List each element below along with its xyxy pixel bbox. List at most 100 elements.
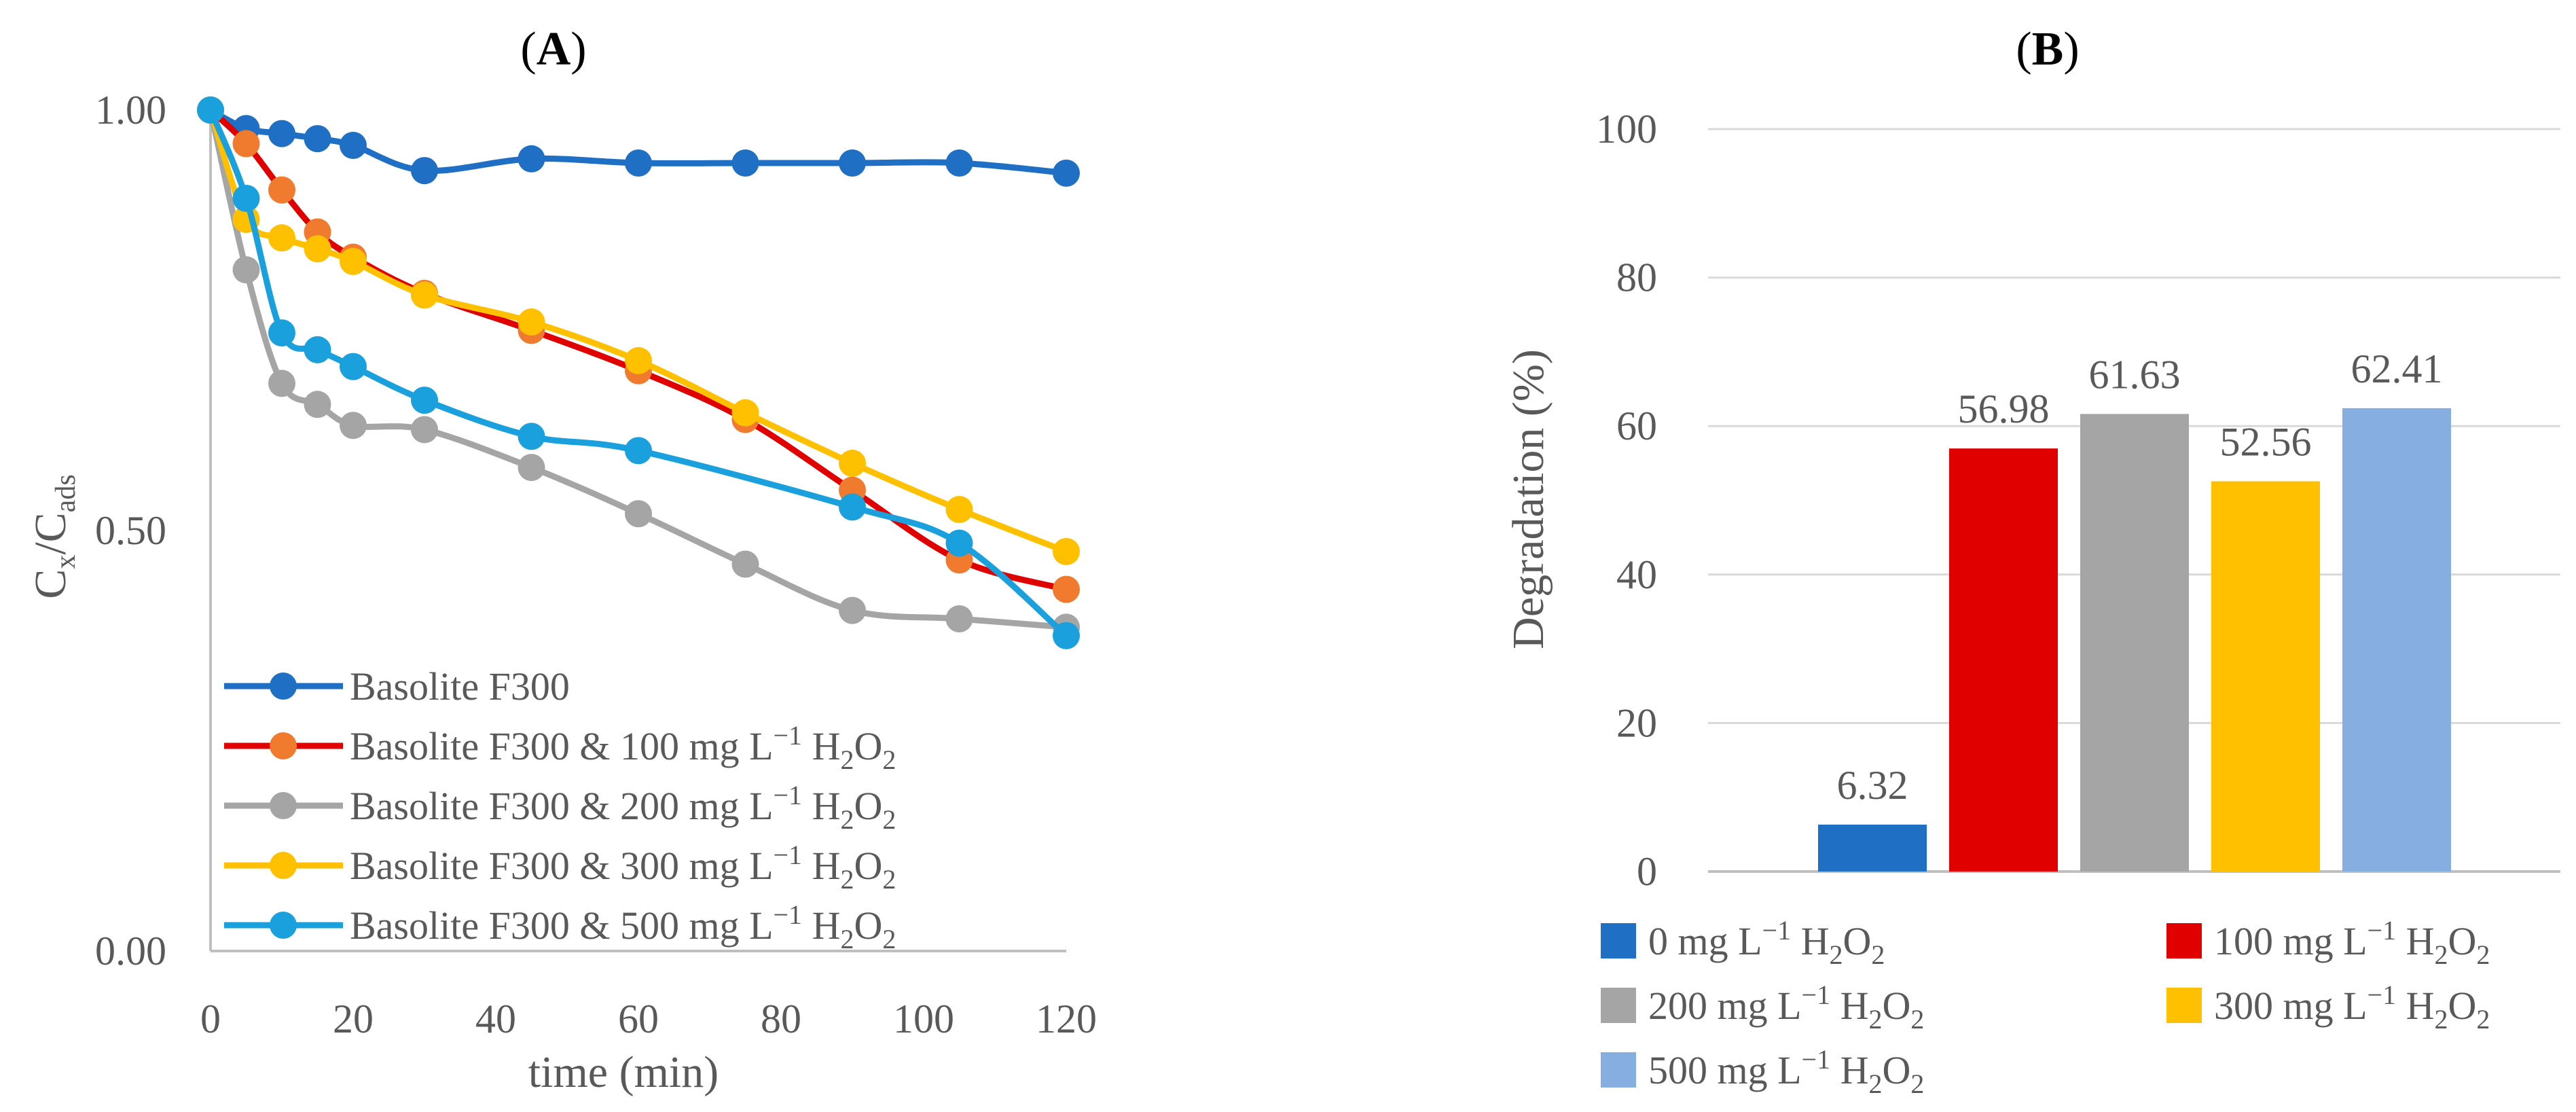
- legend-swatch-marker: [270, 852, 297, 879]
- panel-b-title: (B): [2016, 23, 2079, 75]
- data-point: [625, 500, 652, 528]
- data-point: [731, 149, 759, 177]
- data-point: [518, 308, 545, 336]
- panel-b-legend: 0 mg L−1 H2O2 100 mg L−1 H2O2 200 mg L−1 H…: [1601, 915, 2490, 1099]
- panel-a-x-axis-title: time (min): [528, 1047, 719, 1097]
- bar: [2080, 414, 2189, 872]
- y-tick-label: 0: [1637, 849, 1657, 894]
- data-point: [945, 496, 973, 524]
- legend-swatch: [2166, 923, 2202, 958]
- data-point: [731, 550, 759, 578]
- panel-a-title: (A): [520, 23, 586, 75]
- legend-swatch-marker: [270, 792, 297, 819]
- data-point: [340, 353, 367, 380]
- data-point: [731, 399, 759, 427]
- legend-label: Basolite F300 & 500 mg L−1 H2O2: [350, 899, 896, 954]
- y-tick-label: 100: [1596, 107, 1657, 151]
- x-tick-label: 60: [618, 997, 659, 1041]
- panel-a-x-ticks: 0 20 40 60 80 100 120: [200, 997, 1097, 1041]
- legend-label: Basolite F300 & 200 mg L−1 H2O2: [350, 780, 896, 835]
- data-point: [304, 391, 331, 418]
- legend-swatch: [1601, 923, 1636, 958]
- legend-label: 500 mg L−1 H2O2: [1648, 1044, 1924, 1099]
- x-tick-label: 80: [761, 997, 801, 1041]
- y-tick-label: 0.50: [95, 508, 166, 553]
- data-point: [945, 149, 973, 177]
- x-tick-label: 40: [475, 997, 516, 1041]
- data-point: [625, 149, 652, 177]
- y-tick-label: 20: [1616, 700, 1657, 745]
- y-tick-label: 80: [1616, 255, 1657, 300]
- bar-data-label: 56.98: [1958, 387, 2050, 431]
- legend-label: 200 mg L−1 H2O2: [1648, 980, 1924, 1035]
- legend-label: 0 mg L−1 H2O2: [1648, 915, 1885, 970]
- data-point: [268, 176, 295, 204]
- panel-a-y-axis-title: Cx/Cads: [26, 474, 81, 598]
- data-point: [518, 454, 545, 482]
- data-point: [1053, 622, 1080, 649]
- bar: [2342, 408, 2451, 872]
- legend-label: Basolite F300: [350, 664, 570, 709]
- data-point: [232, 256, 260, 284]
- data-point: [197, 96, 224, 124]
- panel-a-legend: Basolite F300 Basolite F300 & 100 mg L−1 …: [224, 664, 896, 954]
- data-point: [411, 157, 438, 185]
- panel-b-y-axis-title: Degradation (%): [1504, 349, 1553, 649]
- data-point: [268, 224, 295, 252]
- data-point: [340, 412, 367, 440]
- data-point: [340, 247, 367, 275]
- legend-swatch-marker: [270, 912, 297, 939]
- series-line: [207, 109, 1067, 630]
- y-tick-label: 1.00: [95, 88, 166, 132]
- panel-a-line-chart: (A) Cx/Cads time (min) 0.00 0.50 1.00 0 20 4…: [26, 23, 1097, 1097]
- bar-data-label: 61.63: [2089, 352, 2181, 397]
- bar: [1818, 824, 1927, 872]
- panel-a-series: [197, 96, 1080, 649]
- legend-swatch: [1601, 1052, 1636, 1088]
- data-point: [304, 235, 331, 263]
- y-tick-label: 40: [1616, 552, 1657, 597]
- data-point: [232, 184, 260, 212]
- y-tick-label: 60: [1616, 403, 1657, 448]
- legend-swatch: [1601, 988, 1636, 1023]
- panel-b-y-ticks: 0 20 40 60 80 100: [1596, 107, 1657, 894]
- data-point: [304, 336, 331, 363]
- panel-b-bar-chart: (B) Degradation (%) 0 20 40 60 80 100 6.32 56.…: [1504, 23, 2560, 1099]
- x-tick-label: 120: [1036, 997, 1097, 1041]
- data-point: [304, 125, 331, 153]
- panel-b-data-labels: 6.32 56.98 61.63 52.56 62.41: [1837, 346, 2443, 808]
- bar-data-label: 6.32: [1837, 763, 1908, 808]
- data-point: [945, 529, 973, 557]
- data-point: [839, 149, 866, 177]
- data-point: [1053, 575, 1080, 603]
- data-point: [411, 416, 438, 444]
- bar: [1949, 448, 2058, 872]
- bar-data-label: 62.41: [2351, 346, 2443, 391]
- panel-a-y-ticks: 0.00 0.50 1.00: [95, 88, 166, 973]
- x-tick-label: 20: [333, 997, 374, 1041]
- data-point: [945, 605, 973, 632]
- data-point: [839, 493, 866, 521]
- data-point: [839, 596, 866, 624]
- data-point: [268, 319, 295, 347]
- data-point: [1053, 159, 1080, 187]
- bar-data-label: 52.56: [2220, 420, 2312, 465]
- legend-swatch-marker: [270, 732, 297, 759]
- data-point: [411, 281, 438, 309]
- legend-label: 100 mg L−1 H2O2: [2214, 915, 2490, 970]
- legend-label: 300 mg L−1 H2O2: [2214, 980, 2490, 1035]
- data-point: [411, 387, 438, 414]
- data-point: [268, 370, 295, 397]
- data-point: [518, 423, 545, 450]
- data-point: [625, 346, 652, 374]
- y-tick-label: 0.00: [95, 929, 166, 973]
- legend-swatch: [2166, 988, 2202, 1023]
- legend-swatch-marker: [270, 672, 297, 700]
- x-tick-label: 0: [200, 997, 221, 1041]
- data-point: [268, 120, 295, 147]
- bar: [2211, 481, 2320, 872]
- data-point: [340, 131, 367, 159]
- x-tick-label: 100: [893, 997, 954, 1041]
- legend-label: Basolite F300 & 300 mg L−1 H2O2: [350, 840, 896, 895]
